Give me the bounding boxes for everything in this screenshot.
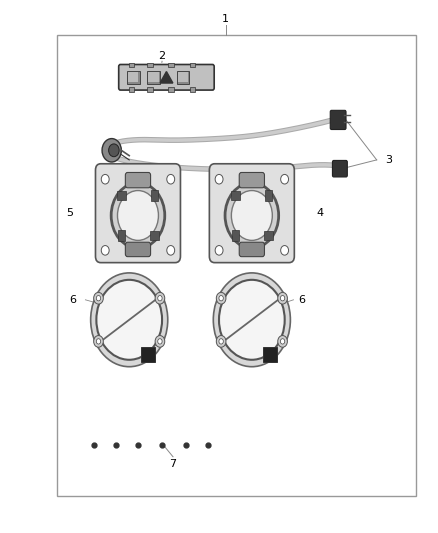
Circle shape [101, 174, 109, 184]
Bar [117, 191, 126, 200]
Bar [118, 230, 125, 241]
Bar [168, 63, 173, 67]
Circle shape [281, 246, 289, 255]
Circle shape [280, 339, 285, 344]
FancyBboxPatch shape [125, 173, 151, 188]
Bar [264, 231, 272, 240]
Bar [232, 230, 239, 241]
Text: 6: 6 [69, 295, 76, 305]
Bar [129, 87, 134, 92]
Bar [147, 87, 152, 92]
Circle shape [96, 295, 101, 301]
Circle shape [167, 174, 175, 184]
Bar [128, 72, 138, 82]
Polygon shape [160, 71, 173, 83]
Circle shape [219, 295, 223, 301]
FancyBboxPatch shape [95, 164, 180, 263]
Bar [127, 71, 140, 84]
Bar [190, 87, 195, 92]
Bar [263, 347, 277, 362]
Text: 2: 2 [159, 51, 166, 61]
Bar [148, 72, 159, 82]
Text: 4: 4 [316, 208, 323, 218]
Circle shape [94, 336, 103, 348]
Circle shape [215, 246, 223, 255]
Text: 1: 1 [222, 14, 229, 23]
Circle shape [225, 183, 279, 248]
Text: 7: 7 [170, 459, 177, 470]
Text: 5: 5 [67, 208, 74, 218]
Circle shape [94, 292, 103, 304]
FancyBboxPatch shape [332, 160, 347, 177]
FancyBboxPatch shape [119, 64, 214, 90]
Circle shape [213, 273, 290, 367]
Circle shape [278, 336, 287, 348]
Circle shape [158, 295, 162, 301]
Circle shape [231, 191, 272, 240]
Bar [147, 63, 152, 67]
FancyBboxPatch shape [125, 242, 151, 257]
Bar [129, 63, 134, 67]
Bar [178, 72, 188, 82]
Circle shape [167, 246, 175, 255]
Circle shape [117, 191, 159, 240]
FancyBboxPatch shape [209, 164, 294, 263]
Bar [168, 87, 173, 92]
Circle shape [216, 292, 226, 304]
Bar [190, 63, 195, 67]
Bar [150, 231, 159, 240]
Text: 6: 6 [299, 295, 306, 305]
Bar [231, 191, 240, 200]
Bar [141, 347, 155, 362]
Circle shape [109, 144, 119, 157]
Circle shape [158, 339, 162, 344]
Circle shape [219, 339, 223, 344]
Bar [265, 190, 272, 201]
Circle shape [96, 339, 101, 344]
Circle shape [102, 139, 121, 162]
Circle shape [155, 336, 165, 348]
FancyBboxPatch shape [330, 110, 346, 130]
Circle shape [281, 174, 289, 184]
FancyBboxPatch shape [239, 173, 265, 188]
Bar [177, 71, 189, 84]
Circle shape [155, 292, 165, 304]
Circle shape [96, 280, 162, 360]
Circle shape [215, 174, 223, 184]
Circle shape [216, 336, 226, 348]
Bar [151, 190, 158, 201]
Circle shape [111, 183, 165, 248]
Text: 3: 3 [385, 155, 392, 165]
Circle shape [278, 292, 287, 304]
Circle shape [219, 280, 285, 360]
Bar [147, 71, 160, 84]
Circle shape [91, 273, 168, 367]
Circle shape [280, 295, 285, 301]
Bar [57, 35, 416, 496]
FancyBboxPatch shape [239, 242, 265, 257]
Circle shape [101, 246, 109, 255]
